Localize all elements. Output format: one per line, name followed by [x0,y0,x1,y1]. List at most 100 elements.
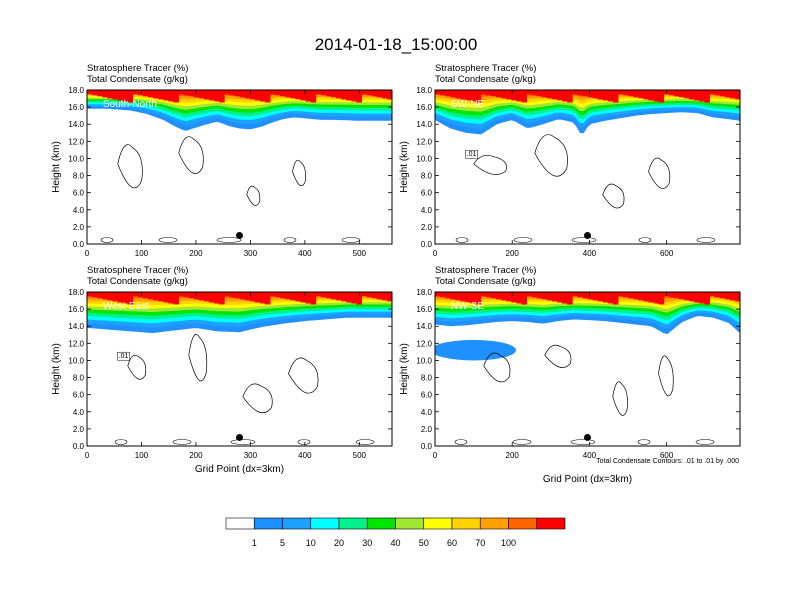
condensate-contour [648,157,671,189]
condensate-contour [544,344,572,368]
tracer-top-streak [325,292,332,299]
colorbar-label: 1 [252,538,257,548]
x-tick-label: 600 [660,249,674,258]
tracer-top-streak [122,90,129,102]
y-tick-label: 6.0 [73,189,85,198]
colorbar-label: 5 [280,538,285,548]
tracer-top-streak [460,292,466,302]
tracer-top-streak [229,292,235,298]
tracer-blob [435,339,517,361]
surface-contour [455,237,469,243]
subtitle-line-1: Stratosphere Tracer (%) [87,63,188,74]
tracer-top-streak [341,292,347,302]
tracer-top-streak [346,292,352,303]
contour-label-box [117,351,130,361]
tracer-top-streak [704,292,710,305]
tracer-top-streak [132,292,139,297]
tracer-top-streak [107,90,113,99]
tracer-top-streak [280,90,286,97]
y-tick-label: 16.0 [416,305,432,314]
tracer-top-streak [689,90,695,100]
y-tick-label: 16.0 [68,305,84,314]
tracer-top-streak [193,292,200,300]
tracer-top-streak [193,90,200,98]
subtitle-line-1: Stratosphere Tracer (%) [435,63,536,74]
tracer-top-streak [602,292,609,303]
tracer-top-streak [371,90,378,97]
tracer-top-streak [460,90,466,100]
tracer-top-streak [285,90,291,98]
condensate-contour [188,334,208,382]
tracer-top-streak [506,90,512,100]
x-tick-label: 0 [85,451,90,460]
tracer-top-streak [643,90,649,100]
tracer-top-streak [315,292,322,297]
tracer-top-streak [445,292,451,299]
y-tick-label: 10.0 [416,154,432,163]
panel-label: NW-SE [451,301,484,312]
location-marker [236,231,243,239]
condensate-contour [483,352,511,383]
tracer-top-streak [132,90,139,95]
tracer-top-streak [183,90,190,96]
y-tick-label: 8.0 [421,374,433,383]
tracer-top-streak [203,292,210,302]
y-tick-label: 18.0 [416,86,432,95]
tracer-top-streak [679,90,685,98]
y-tick-label: 4.0 [421,206,433,215]
tracer-top-streak [511,90,517,101]
tracer-top-streak [178,292,185,297]
tracer-top-streak [567,292,573,305]
condensate-contour [612,381,628,416]
tracer-top-streak [264,292,271,305]
surface-contour [513,237,533,243]
tracer-top-streak [658,90,665,103]
tracer-top-streak [198,292,205,301]
colorbar-swatch [338,517,368,530]
surface-contour [230,439,256,445]
tracer-top-streak [562,292,568,304]
y-tick-label: 14.0 [68,120,84,129]
tracer-top-streak [168,90,174,102]
tracer-top-streak [516,90,522,102]
tracer-top-streak [249,292,256,302]
y-tick-label: 10.0 [416,356,432,365]
colorbar-label: 30 [362,538,372,548]
colorbar-label: 20 [334,538,344,548]
tracer-top-streak [142,90,149,97]
condensate-contour [246,185,261,206]
tracer-top-streak [188,90,195,97]
x-tick-label: 200 [506,249,520,258]
x-tick-label: 200 [189,451,203,460]
plot-frame [86,291,393,447]
condensate-contour [127,354,147,380]
tracer-top-streak [714,90,721,96]
contour-label: .01 [119,353,129,360]
x-tick-label: 100 [135,451,149,460]
tracer-top-streak [531,292,538,298]
tracer-top-streak [653,90,660,102]
tracer-top-streak [325,90,332,97]
tracer-top-streak [214,292,220,304]
tracer-top-streak [188,292,195,299]
condensate-contour [602,183,625,209]
tracer-top-streak [361,90,368,95]
tracer-top-streak [572,292,578,297]
tracer-top-streak [465,90,472,101]
condensate-contour [534,134,568,177]
panel-label: SW-NE [451,99,484,110]
surface-contour [638,237,652,243]
chart-panel-1: South-North Stratosphere Tracer (%)Total … [51,63,393,258]
surface-contour [297,439,311,445]
tracer-top-streak [490,90,497,97]
colorbar-label: 100 [501,538,516,548]
tracer-top-streak [435,90,441,95]
tracer-top-streak [490,292,497,299]
tracer-top-streak [607,90,614,102]
tracer-top-streak [356,292,362,305]
x-tick-label: 200 [506,451,520,460]
tracer-top-streak [112,292,118,302]
tracer-top-streak [592,90,599,99]
plot-frame [434,89,741,245]
